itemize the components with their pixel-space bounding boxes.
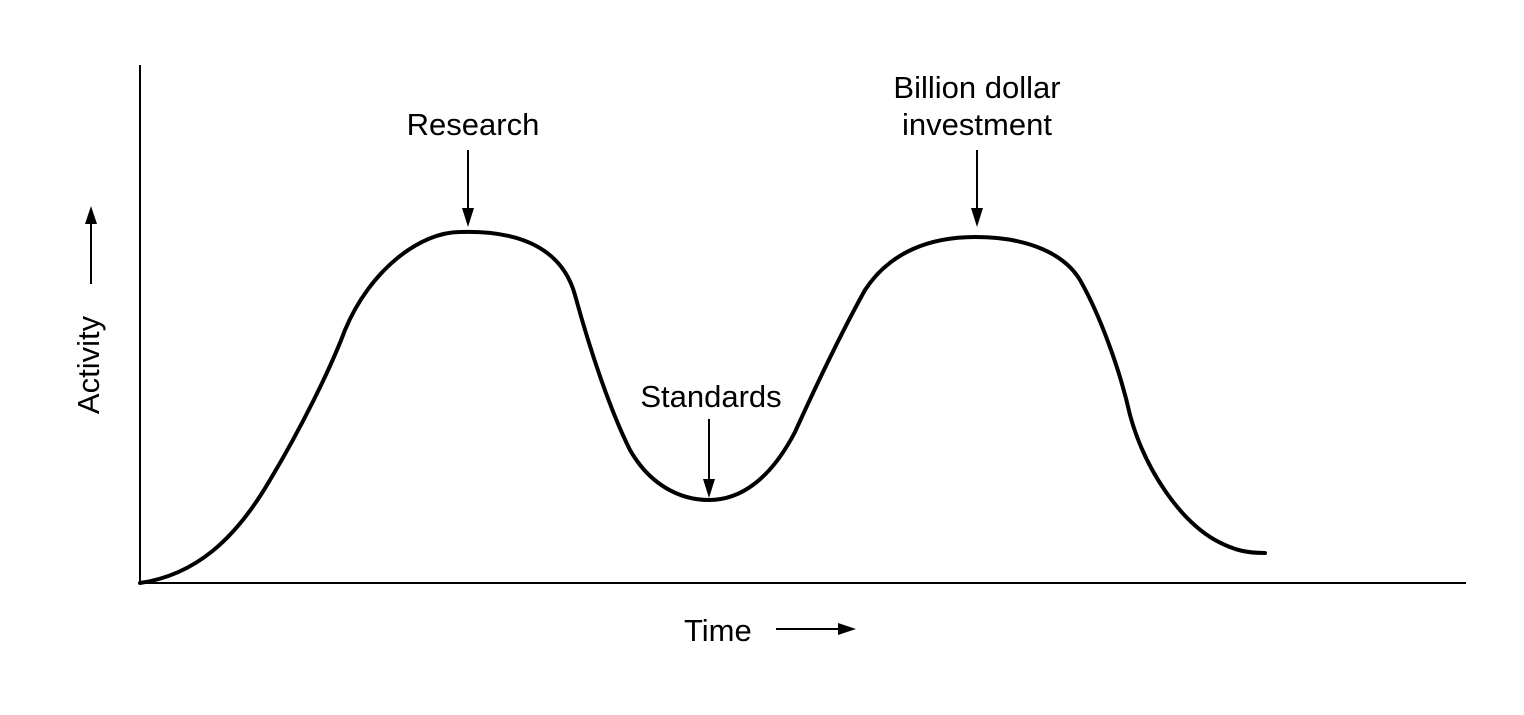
y-axis-arrow-icon bbox=[85, 206, 97, 284]
y-axis-label: Activity bbox=[71, 315, 106, 414]
standards-arrow-icon bbox=[703, 419, 715, 498]
investment-label-line2: investment bbox=[902, 107, 1052, 142]
research-label: Research bbox=[407, 107, 540, 142]
investment-arrow-icon bbox=[971, 150, 983, 227]
x-axis-label: Time bbox=[684, 613, 752, 648]
investment-label-line1: Billion dollar bbox=[893, 70, 1060, 105]
activity-curve bbox=[138, 229, 1267, 585]
research-arrow-icon bbox=[462, 150, 474, 227]
x-axis-arrow-icon bbox=[776, 623, 856, 635]
standards-label: Standards bbox=[640, 379, 781, 414]
